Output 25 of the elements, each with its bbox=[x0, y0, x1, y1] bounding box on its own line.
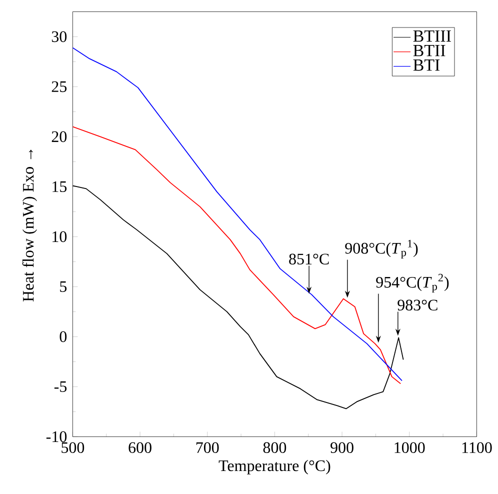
x-tick-label: 1000 bbox=[394, 442, 425, 454]
x-tick-label: 900 bbox=[330, 442, 354, 454]
x-tick-label: 800 bbox=[263, 442, 286, 454]
y-tick-label: -10 bbox=[46, 431, 67, 442]
x-tick-label: 1100 bbox=[462, 442, 492, 454]
x-tick-label: 700 bbox=[196, 442, 219, 454]
annotation: 908°C(T$_{p}$$^{1}$) bbox=[345, 240, 418, 259]
x-tick-label: 500 bbox=[62, 442, 84, 454]
annotation: 851°C bbox=[289, 254, 329, 264]
annotation: 954°C(T$_{p}$$^{2}$) bbox=[376, 274, 449, 293]
y-tick-label: 25 bbox=[52, 81, 67, 92]
legend-label: BTIII bbox=[413, 30, 451, 42]
y-tick-label: 5 bbox=[60, 281, 67, 292]
y-tick-label: -5 bbox=[54, 381, 67, 392]
annotation: 983°C bbox=[398, 300, 438, 310]
legend-label: BTI bbox=[413, 60, 440, 71]
x-tick-label: 600 bbox=[128, 442, 152, 454]
y-tick-label: 10 bbox=[52, 231, 67, 242]
y-tick-label: 30 bbox=[52, 31, 67, 42]
x-axis-title: Temperature (°C) bbox=[218, 460, 330, 474]
y-axis-title: Heat flow (mW) Exo → bbox=[22, 150, 37, 302]
y-tick-label: 15 bbox=[52, 181, 67, 192]
y-tick-label: 0 bbox=[60, 331, 67, 342]
y-tick-label: 20 bbox=[52, 131, 67, 142]
legend-label: BTII bbox=[413, 45, 446, 56]
